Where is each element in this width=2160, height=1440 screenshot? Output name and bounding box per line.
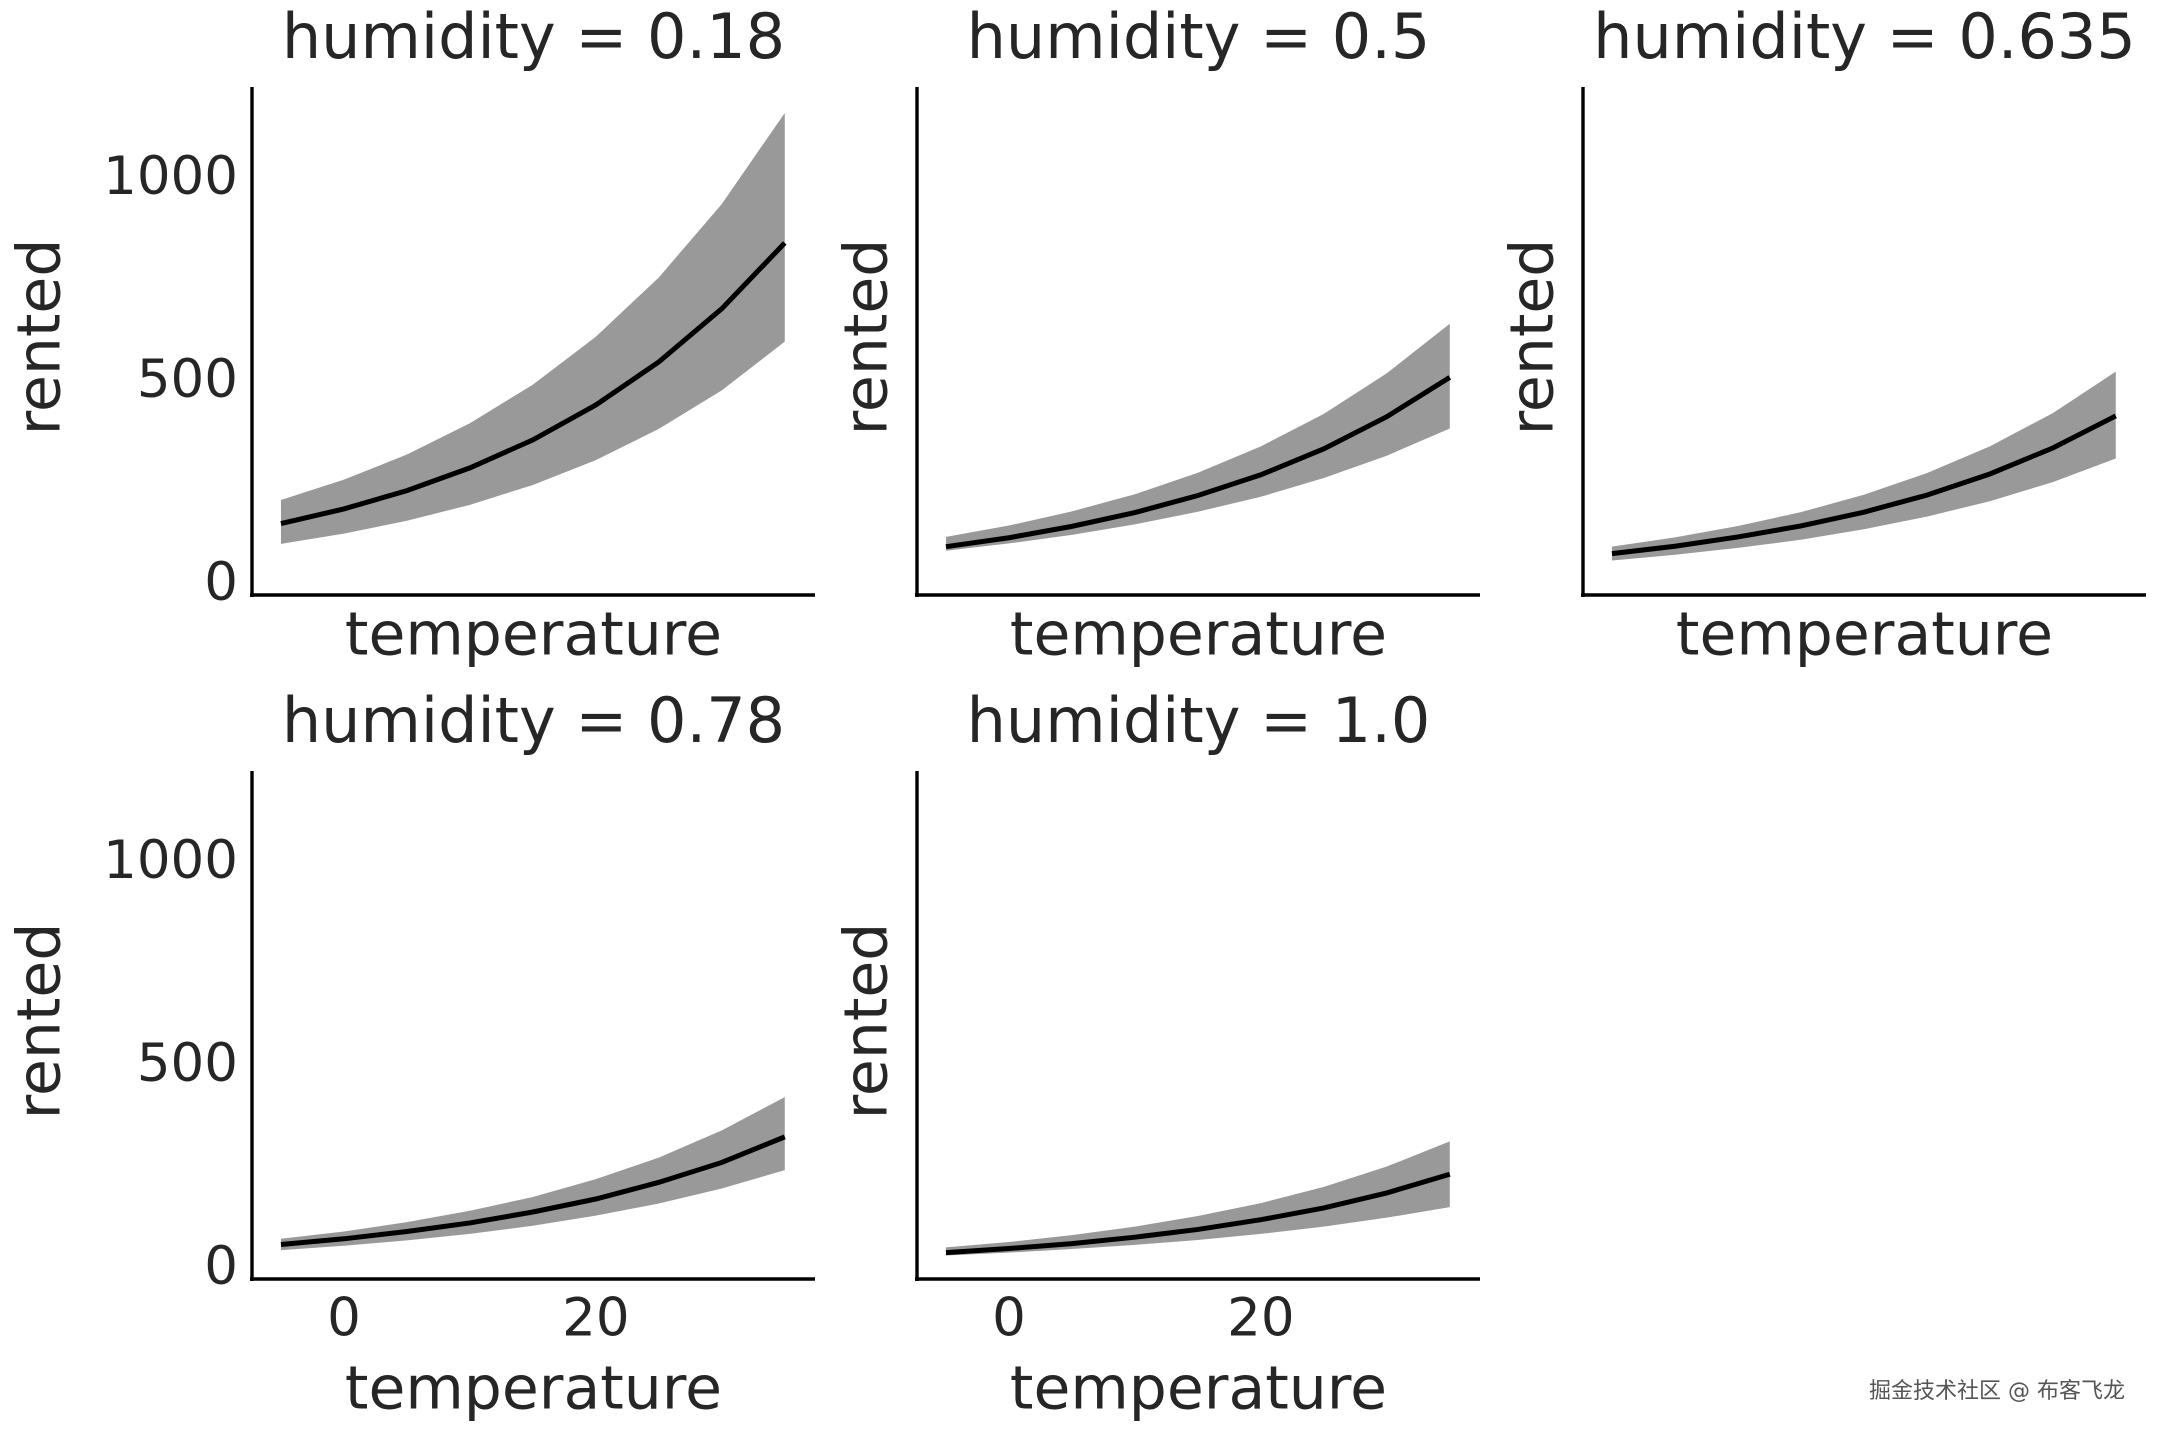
y-axis-label: rented: [832, 239, 902, 436]
x-axis-label: temperature: [1676, 600, 2053, 670]
y-axis-label: rented: [1498, 239, 1568, 436]
y-tick-label: 1000: [103, 830, 238, 891]
subplot-title: humidity = 1.0: [967, 684, 1431, 757]
subplot-title: humidity = 0.5: [967, 0, 1431, 73]
mean-line: [1611, 413, 2117, 557]
mean-line: [280, 241, 787, 526]
credible-band: [280, 1097, 785, 1251]
credible-band: [1611, 371, 2116, 561]
x-axis-label: temperature: [1010, 1354, 1387, 1424]
y-axis-label: rented: [5, 923, 75, 1120]
subplot-title: humidity = 0.78: [282, 684, 785, 757]
credible-band: [280, 112, 785, 544]
mean-line: [280, 1134, 786, 1247]
y-tick-label: 500: [137, 349, 238, 410]
y-tick-label: 0: [204, 552, 238, 613]
y-tick-label: 500: [137, 1033, 238, 1094]
y-tick-label: 1000: [103, 146, 238, 207]
x-tick-label: 20: [1227, 1288, 1294, 1349]
x-axis-label: temperature: [1010, 600, 1387, 670]
mean-line: [945, 1171, 1451, 1256]
y-tick-label: 0: [204, 1236, 238, 1297]
y-axis-label: rented: [832, 923, 902, 1120]
x-tick-label: 0: [992, 1288, 1026, 1349]
subplot-title: humidity = 0.635: [1593, 0, 2136, 73]
credible-band: [945, 1141, 1450, 1256]
x-axis-label: temperature: [345, 600, 722, 670]
x-tick-label: 20: [562, 1288, 629, 1349]
x-axis-label: temperature: [345, 1354, 722, 1424]
mean-line: [945, 375, 1452, 550]
watermark: 掘金技术社区 @ 布客飞龙: [1869, 1379, 2125, 1404]
subplot-title: humidity = 0.18: [282, 0, 785, 73]
y-axis-label: rented: [5, 239, 75, 436]
credible-band: [945, 323, 1450, 551]
x-tick-label: 0: [327, 1288, 361, 1349]
